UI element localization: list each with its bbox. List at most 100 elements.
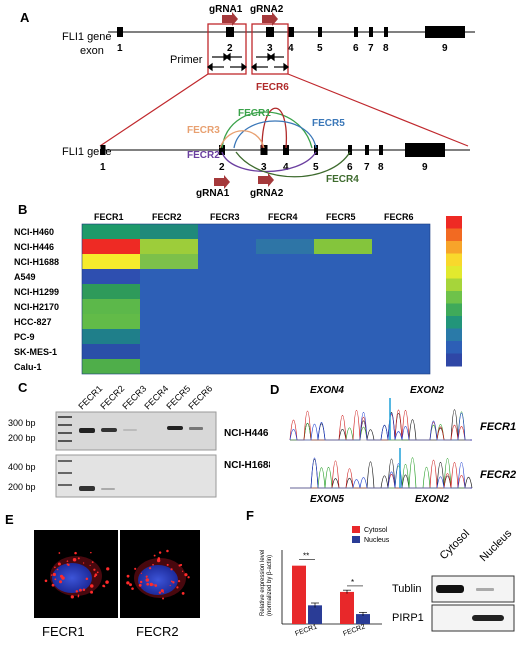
trace1 xyxy=(289,409,472,441)
heatmap-cell xyxy=(82,269,140,284)
heatmap-cell xyxy=(140,284,198,299)
fecr2-nucleus xyxy=(138,565,178,595)
gel1-band-fecr5 xyxy=(167,426,183,430)
fish-dot xyxy=(93,568,96,571)
fecr3-label: FECR3 xyxy=(187,125,220,136)
fish-dot xyxy=(91,561,94,563)
upper-exon-2 xyxy=(226,27,234,37)
sequencing-traces: D EXON4 EXON2 FECR1 FECR2 EXON5 EXON2 xyxy=(270,382,516,505)
heatmap-cell xyxy=(314,224,372,239)
upper-exon-number: 7 xyxy=(368,43,374,54)
heatmap-cell xyxy=(198,239,256,254)
heatmap-cell xyxy=(372,344,430,359)
heatmap-cell xyxy=(198,284,256,299)
fish-dot xyxy=(131,587,134,590)
fish-dot xyxy=(153,584,155,586)
trace2-name: FECR2 xyxy=(480,469,516,481)
gel2-cell-label: NCI-H1688 xyxy=(224,460,270,471)
lower-exon-number: 3 xyxy=(261,162,267,173)
bar-chart: FECR1 ** FECR2 * xyxy=(281,550,382,638)
colorbar-segment xyxy=(446,316,462,329)
lower-exon-1 xyxy=(100,145,106,155)
heatmap-row-label: A549 xyxy=(14,272,36,282)
fish-dot xyxy=(59,574,64,578)
heatmap-cell xyxy=(82,314,140,329)
heatmap-cell xyxy=(256,254,314,269)
heatmap-cell xyxy=(140,269,198,284)
heatmap-cell xyxy=(140,299,198,314)
trace2-right-exon: EXON2 xyxy=(415,494,449,505)
heatmap-cell xyxy=(198,254,256,269)
heatmap-cell xyxy=(140,224,198,239)
fish-dot xyxy=(52,572,56,577)
panel-c: C FECR1 FECR2 FECR3 FECR4 FECR5 FECR6 300 bp … xyxy=(0,380,270,500)
fish-dot xyxy=(57,562,61,566)
heatmap-row-label: PC-9 xyxy=(14,332,35,342)
colorbar-segment xyxy=(446,303,462,317)
heatmap-cell xyxy=(314,359,372,374)
heatmap-cell xyxy=(82,239,140,254)
heatmap-cell xyxy=(372,299,430,314)
upper-exon-number: 6 xyxy=(353,43,359,54)
exon-label: exon xyxy=(80,45,104,57)
fish-dot xyxy=(126,581,130,585)
trace1-left-exon: EXON4 xyxy=(310,385,344,396)
upper-exon-number: 9 xyxy=(442,43,448,54)
gel1-marker-200: 200 bp xyxy=(8,433,36,443)
heatmap-row-labels: NCI-H460 NCI-H446 NCI-H1688 A549 NCI-H1299 NC… xyxy=(14,227,59,372)
heatmap-cell xyxy=(198,329,256,344)
gel2-ladder-3 xyxy=(58,484,72,486)
blot-header-nucleus: Nucleus xyxy=(478,527,515,564)
gel2-marker-400: 400 bp xyxy=(8,462,36,472)
fish-dot xyxy=(105,580,109,584)
fish-dot xyxy=(157,557,161,560)
lower-exon-3 xyxy=(260,145,268,155)
fish-dot xyxy=(170,580,173,583)
heatmap-cell xyxy=(140,329,198,344)
upper-exon-number: 8 xyxy=(383,43,389,54)
fish-dot xyxy=(153,554,156,557)
blot-row-tublin: Tublin xyxy=(392,583,422,595)
gel1-ladder-2 xyxy=(58,424,72,426)
fish-dot xyxy=(129,583,132,587)
heatmap-cell xyxy=(372,284,430,299)
heatmap-cell xyxy=(256,299,314,314)
fish-dot xyxy=(79,588,82,592)
legend-label: Cytosol xyxy=(364,527,388,534)
fish-dot xyxy=(56,568,59,571)
fish-dot xyxy=(154,584,158,587)
heatmap-cell xyxy=(314,269,372,284)
fecr5-arc xyxy=(233,120,317,149)
colorbar-segment xyxy=(446,278,462,292)
fish-dot xyxy=(158,551,162,554)
lower-exon-5 xyxy=(314,145,318,155)
fish-dot xyxy=(149,567,152,570)
lower-exon-8 xyxy=(379,145,383,155)
upper-exon-number: 5 xyxy=(317,43,323,54)
fish-dot xyxy=(149,582,153,587)
heatmap-border xyxy=(81,223,431,375)
gene-label-lower: FLI1 gene xyxy=(62,146,112,158)
blot-tublin-band-cytosol xyxy=(436,585,464,593)
panel-b: B FECR1 FECR2 FECR3 FECR4 FECR5 FECR6 NCI-H46… xyxy=(0,200,520,380)
heatmap-cell xyxy=(372,224,430,239)
fish-dot xyxy=(181,570,184,572)
heatmap-row-label: NCI-H1299 xyxy=(14,287,59,297)
heatmap-cell xyxy=(82,329,140,344)
lower-exon-number: 2 xyxy=(219,162,225,173)
fish-dot xyxy=(58,552,61,554)
upper-exon-7 xyxy=(369,27,373,37)
heatmap-cell xyxy=(372,254,430,269)
fish-dot xyxy=(166,549,169,553)
gel1-band-fecr3 xyxy=(123,429,137,431)
lower-exon-number: 8 xyxy=(378,162,384,173)
heatmap-column-headers: FECR1 FECR2 FECR3 FECR4 FECR5 FECR6 xyxy=(94,212,414,222)
fish-dot xyxy=(181,592,185,595)
trace-channel xyxy=(289,412,472,441)
heatmap-column-header: FECR4 xyxy=(268,212,298,222)
heatmap-cells xyxy=(81,223,431,375)
lower-exon-number: 5 xyxy=(313,162,319,173)
upper-exon-8 xyxy=(384,27,388,37)
sig-marker: * xyxy=(351,578,354,587)
